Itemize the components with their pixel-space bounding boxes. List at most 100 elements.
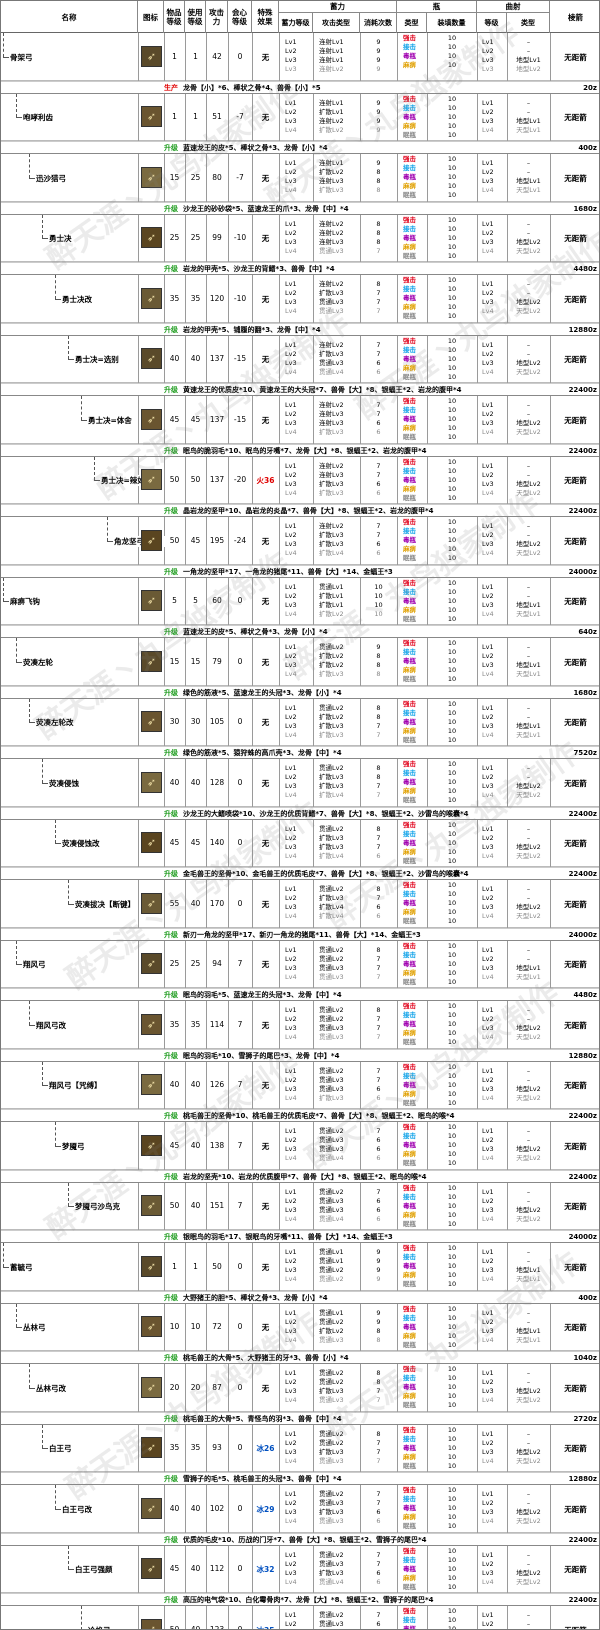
bottle-column: 强击接击毒瓶麻痹眠瓶 [403, 518, 427, 563]
column-divider [550, 214, 551, 262]
weapon-stab: 无距箭 [564, 1383, 587, 1393]
weapon-atk: 105 [209, 717, 225, 727]
arc-type-column: – – 地型Lv1 天型Lv1 [507, 643, 550, 679]
weapon-name: 荧凑左轮 [22, 656, 54, 668]
weapon-crit: 7 [237, 1019, 243, 1029]
charge-type: 扩散Lv2 [319, 712, 344, 721]
column-divider [279, 1182, 280, 1230]
column-divider [427, 1061, 428, 1109]
bottle-count: 10 [447, 587, 457, 596]
bottle-count: 10 [447, 614, 457, 623]
charge-count: 7 [376, 1559, 381, 1568]
material-source: 生产 [164, 83, 178, 92]
bottle-count: 10 [447, 215, 457, 224]
charge-type: 贯通Lv2 [319, 764, 344, 772]
column-divider [138, 1545, 139, 1593]
charge-count: 7 [376, 1456, 381, 1465]
arc-level: Lv1 [482, 522, 494, 530]
column-divider [228, 154, 229, 202]
charge-type: 贯通Lv3 [319, 1145, 344, 1153]
arc-level: Lv3 [482, 1326, 494, 1335]
arc-level: Lv2 [482, 289, 494, 297]
bottle-type: 麻痹 [403, 1271, 416, 1279]
arc-level: Lv2 [482, 1075, 494, 1084]
column-divider [164, 1303, 165, 1351]
charge-count: 6 [376, 1145, 381, 1153]
material-row: 升级 桃毛兽王的大骨*5、大野猪王的牙*3、兽骨【小】*4 1040z [1, 1351, 599, 1364]
arc-type: 天型Lv1 [516, 186, 541, 194]
charge-level: Lv3 [285, 479, 297, 488]
bottle-count: 10 [447, 130, 457, 139]
charge-level: Lv4 [285, 851, 297, 860]
weapon-stab: 无距箭 [564, 960, 587, 970]
column-divider [550, 1182, 551, 1230]
charge-count: 6 [376, 479, 381, 488]
charge-count: 7 [376, 954, 381, 963]
charge-type: 扩散Lv3 [319, 531, 344, 539]
bottle-type: 眠瓶 [403, 1340, 416, 1349]
bottle-type: 麻痹 [403, 1452, 416, 1461]
bottle-count: 10 [447, 1244, 457, 1252]
bottle-count: 10 [447, 1555, 457, 1564]
column-divider [427, 940, 428, 988]
tree-connector [55, 1508, 61, 1510]
bottle-type: 麻痹 [403, 1089, 416, 1098]
weapon-stab: 无距箭 [564, 294, 587, 304]
bow-icon: ➶ [141, 953, 162, 975]
charge-level: Lv1 [285, 1369, 297, 1377]
weapon-stab: 无距箭 [550, 1625, 599, 1629]
arc-type: – [526, 1499, 531, 1507]
arc-type: 地型Lv2 [516, 1205, 541, 1214]
bottle-type: 接击 [403, 587, 416, 596]
tree-connector [16, 940, 17, 965]
column-divider [360, 1182, 361, 1230]
arc-level: Lv2 [482, 470, 494, 479]
column-divider [397, 1122, 398, 1170]
tree-connector [107, 540, 113, 542]
charge-type: 贯通Lv2 [319, 1266, 344, 1274]
bottle-count: 10 [447, 881, 457, 889]
arc-type: 地型Lv1 [516, 177, 541, 185]
charge-count: 6 [376, 1196, 381, 1205]
column-divider [313, 698, 314, 746]
material-row: 升级 岩龙的坚壳*10、岩龙的优质腹甲*7、兽骨【大】*8、银蝠王*2、眠鸟的喉*… [1, 1169, 599, 1183]
column-divider [550, 940, 551, 988]
charge-type-column: 贯通Lv2 扩散Lv2 扩散Lv3 扩散Lv3 [319, 704, 359, 740]
bow-glyph: ➶ [146, 1017, 157, 1031]
column-divider [360, 1303, 361, 1351]
weapon-atk: 123 [209, 1624, 225, 1630]
column-divider [228, 1001, 229, 1049]
arc-level: Lv1 [482, 643, 494, 651]
charge-type: 贯通Lv2 [319, 1275, 344, 1283]
charge-type: 连射Lv3 [319, 237, 344, 246]
column-divider [427, 759, 428, 807]
column-divider [164, 1424, 165, 1472]
weapon-main: 骨架弓 ➶ 1 1 42 0 无 Lv1 Lv2 Lv3 Lv3 连射Lv1 连射Lv1 连射Lv1 连射L… [1, 33, 599, 81]
weapon-special: 无 [261, 536, 270, 546]
tree-connector [42, 782, 48, 784]
material-source: 升级 [164, 809, 178, 818]
charge-type: 贯通Lv2 [319, 1015, 344, 1023]
bottle-count: 10 [447, 1150, 457, 1158]
arc-level: Lv2 [482, 1015, 494, 1023]
bottle-type: 毒瓶 [403, 1201, 416, 1210]
charge-count: 7 [376, 1024, 381, 1032]
weapon-uselv: 45 [190, 838, 201, 848]
tree-connector [16, 1327, 22, 1329]
weapon-uselv: 25 [190, 233, 201, 243]
bottle-type: 毒瓶 [403, 899, 416, 907]
tree-connector [16, 964, 22, 966]
charge-level: Lv2 [285, 773, 297, 781]
bottle-column: 强击接击毒瓶麻痹眠瓶 [403, 458, 427, 503]
weapon-stab: 无距箭 [564, 778, 587, 788]
charge-type: 贯通Lv4 [319, 1214, 344, 1223]
